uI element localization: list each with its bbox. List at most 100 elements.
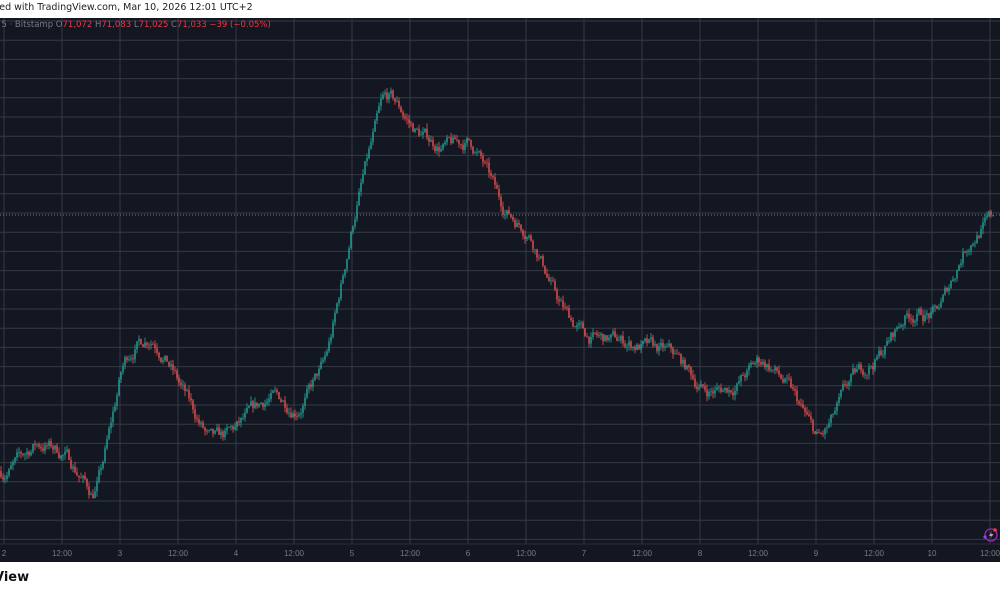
candle-body xyxy=(248,406,250,408)
candle-body xyxy=(644,338,646,341)
candle-body xyxy=(658,346,660,352)
candle-body xyxy=(530,235,532,241)
candle-body xyxy=(390,90,392,94)
candle-body xyxy=(806,411,808,415)
candle-body xyxy=(756,357,758,363)
candle-body xyxy=(482,155,484,163)
candle-body xyxy=(600,333,602,336)
candle-body xyxy=(900,325,902,327)
candle-body xyxy=(798,401,800,404)
candle-body xyxy=(322,359,324,362)
candle-body xyxy=(96,481,98,492)
symbol-label: · 5 · Bitstamp xyxy=(0,20,54,30)
candle-body xyxy=(86,479,88,487)
candle-body xyxy=(650,337,652,340)
candle-body xyxy=(708,391,710,397)
candle-body xyxy=(602,333,604,342)
chart-pane[interactable]: 2 12:00 3 12:00 4 12:00 5 12:00 6 12:00 7 12:00 8 12:… xyxy=(0,18,1000,562)
candle-body xyxy=(604,335,606,342)
candle-body xyxy=(206,430,208,432)
high-label: H xyxy=(94,20,102,30)
candle-body xyxy=(660,342,662,347)
candles xyxy=(0,87,994,499)
candle-body xyxy=(676,353,678,355)
candle-body xyxy=(892,332,894,337)
candle-body xyxy=(304,397,306,406)
published-text: ced with TradingView.com, Mar 10, 2026 1… xyxy=(0,2,253,13)
candle-body xyxy=(268,399,270,402)
candle-body xyxy=(918,308,920,314)
candle-body xyxy=(18,452,20,453)
candle-body xyxy=(946,287,948,292)
replay-icon[interactable] xyxy=(983,528,998,542)
candle-body xyxy=(618,340,620,342)
candle-body xyxy=(84,475,86,480)
candle-body xyxy=(428,137,430,142)
candle-body xyxy=(90,494,92,496)
candle-body xyxy=(462,144,464,150)
candle-body xyxy=(354,219,356,227)
candle-body xyxy=(198,419,200,424)
candle-body xyxy=(2,477,4,480)
candle-body xyxy=(56,445,58,453)
candle-body xyxy=(94,491,96,499)
candle-body xyxy=(360,182,362,192)
candle-body xyxy=(456,139,458,141)
candle-body xyxy=(810,416,812,420)
candle-body xyxy=(112,411,114,423)
candle-body xyxy=(924,315,926,321)
candle-body xyxy=(432,139,434,146)
candle-body xyxy=(484,162,486,163)
candle-body xyxy=(638,344,640,350)
candle-body xyxy=(342,275,344,284)
candle-body xyxy=(872,366,874,370)
candle-body xyxy=(566,307,568,309)
candle-body xyxy=(176,370,178,378)
candle-body xyxy=(392,90,394,99)
candle-body xyxy=(802,404,804,408)
candle-body xyxy=(386,92,388,100)
time-tick-label: 12:00 xyxy=(284,549,305,558)
candle-body xyxy=(846,384,848,386)
candle-body xyxy=(910,318,912,320)
candle-body xyxy=(622,335,624,344)
candle-body xyxy=(334,312,336,323)
candle-body xyxy=(188,390,190,399)
candle-body xyxy=(978,235,980,238)
candle-body xyxy=(698,387,700,389)
candle-body xyxy=(272,390,274,393)
candle-body xyxy=(182,384,184,386)
candle-body xyxy=(520,224,522,231)
candle-body xyxy=(826,427,828,429)
candle-body xyxy=(404,116,406,119)
candle-body xyxy=(776,367,778,371)
candle-body xyxy=(960,263,962,266)
candle-body xyxy=(718,387,720,389)
candle-body xyxy=(220,431,222,435)
candle-body xyxy=(12,462,14,466)
candle-body xyxy=(936,305,938,309)
candle-body xyxy=(280,399,282,402)
candlestick-chart[interactable]: 2 12:00 3 12:00 4 12:00 5 12:00 6 12:00 7 12:00 8 12:… xyxy=(0,18,1000,562)
candle-body xyxy=(262,402,264,407)
candle-body xyxy=(932,306,934,312)
candle-body xyxy=(860,364,862,371)
candle-body xyxy=(614,331,616,338)
time-tick-label: 5 xyxy=(350,549,355,558)
candle-body xyxy=(218,427,220,435)
candle-body xyxy=(308,384,310,389)
candle-body xyxy=(362,174,364,183)
candle-body xyxy=(590,337,592,344)
candle-body xyxy=(528,235,530,238)
close-value: 71,033 xyxy=(176,20,207,30)
candle-body xyxy=(674,353,676,355)
candle-body xyxy=(138,339,140,342)
candle-body xyxy=(616,337,618,341)
candle-body xyxy=(62,454,64,456)
candle-body xyxy=(72,466,74,469)
candle-body xyxy=(518,223,520,225)
candle-body xyxy=(232,426,234,430)
candle-body xyxy=(654,344,656,346)
candle-body xyxy=(524,235,526,239)
candle-body xyxy=(134,349,136,360)
